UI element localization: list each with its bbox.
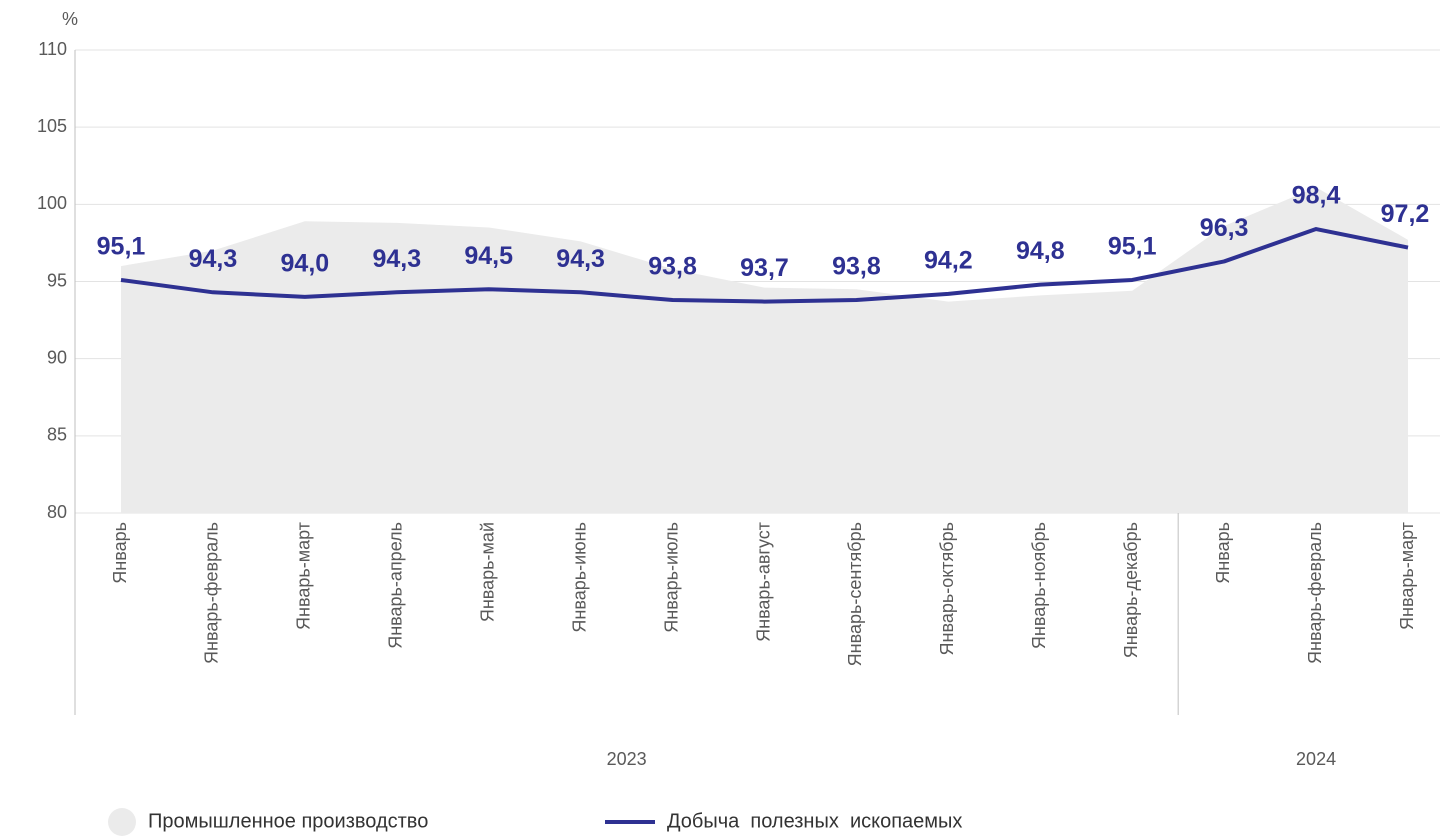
data-label: 94,2 — [924, 246, 973, 274]
x-tick-label: Январь-ноябрь — [1029, 522, 1049, 649]
y-tick-label: 85 — [47, 425, 67, 445]
x-tick-label: Январь-февраль — [202, 522, 222, 664]
group-label: 2023 — [607, 749, 647, 769]
data-label: 94,3 — [372, 245, 421, 273]
y-tick-label: 105 — [37, 116, 67, 136]
y-tick-label: 100 — [37, 193, 67, 213]
data-label: 93,8 — [648, 253, 697, 281]
data-label: 94,8 — [1016, 237, 1065, 265]
data-label: 95,1 — [1108, 233, 1157, 261]
x-tick-label: Январь — [110, 522, 130, 584]
line — [120, 227, 1409, 304]
data-label: 97,2 — [1381, 200, 1430, 228]
data-label: 94,0 — [281, 250, 330, 278]
group-label: 2024 — [1296, 749, 1336, 769]
x-tick-label: Январь-апрель — [386, 522, 406, 649]
y-tick-label: 110 — [38, 39, 67, 59]
data-label: 94,5 — [464, 242, 513, 270]
legend-label: Добыча полезных ископаемых — [667, 810, 962, 832]
y-tick-label: 95 — [47, 270, 67, 290]
data-label: 93,8 — [832, 253, 881, 281]
y-tick-label: 90 — [47, 347, 67, 367]
x-tick-label: Январь-март — [1397, 522, 1417, 630]
x-tick-label: Январь-октябрь — [937, 522, 957, 655]
data-label: 94,3 — [556, 245, 605, 273]
x-tick-label: Январь — [1213, 522, 1233, 584]
legend-swatch — [108, 808, 136, 836]
legend-label: Промышленное производство — [148, 810, 428, 832]
y-tick-label: 80 — [47, 502, 67, 522]
x-tick-label: Январь-сентябрь — [845, 522, 865, 666]
data-label: 93,7 — [740, 254, 789, 282]
data-label: 95,1 — [97, 233, 146, 261]
data-label: 94,3 — [189, 245, 238, 273]
y-unit: % — [62, 9, 78, 29]
x-tick-label: Январь-март — [294, 522, 314, 630]
x-tick-label: Январь-июль — [661, 522, 681, 633]
x-tick-label: Январь-декабрь — [1121, 522, 1141, 658]
data-label: 96,3 — [1200, 214, 1249, 242]
data-label: 98,4 — [1292, 182, 1341, 210]
x-tick-label: Январь-август — [753, 522, 773, 642]
area — [121, 187, 1408, 513]
x-tick-label: Январь-февраль — [1305, 522, 1325, 664]
x-tick-label: Январь-май — [477, 522, 497, 622]
x-tick-label: Январь-июнь — [569, 522, 589, 633]
